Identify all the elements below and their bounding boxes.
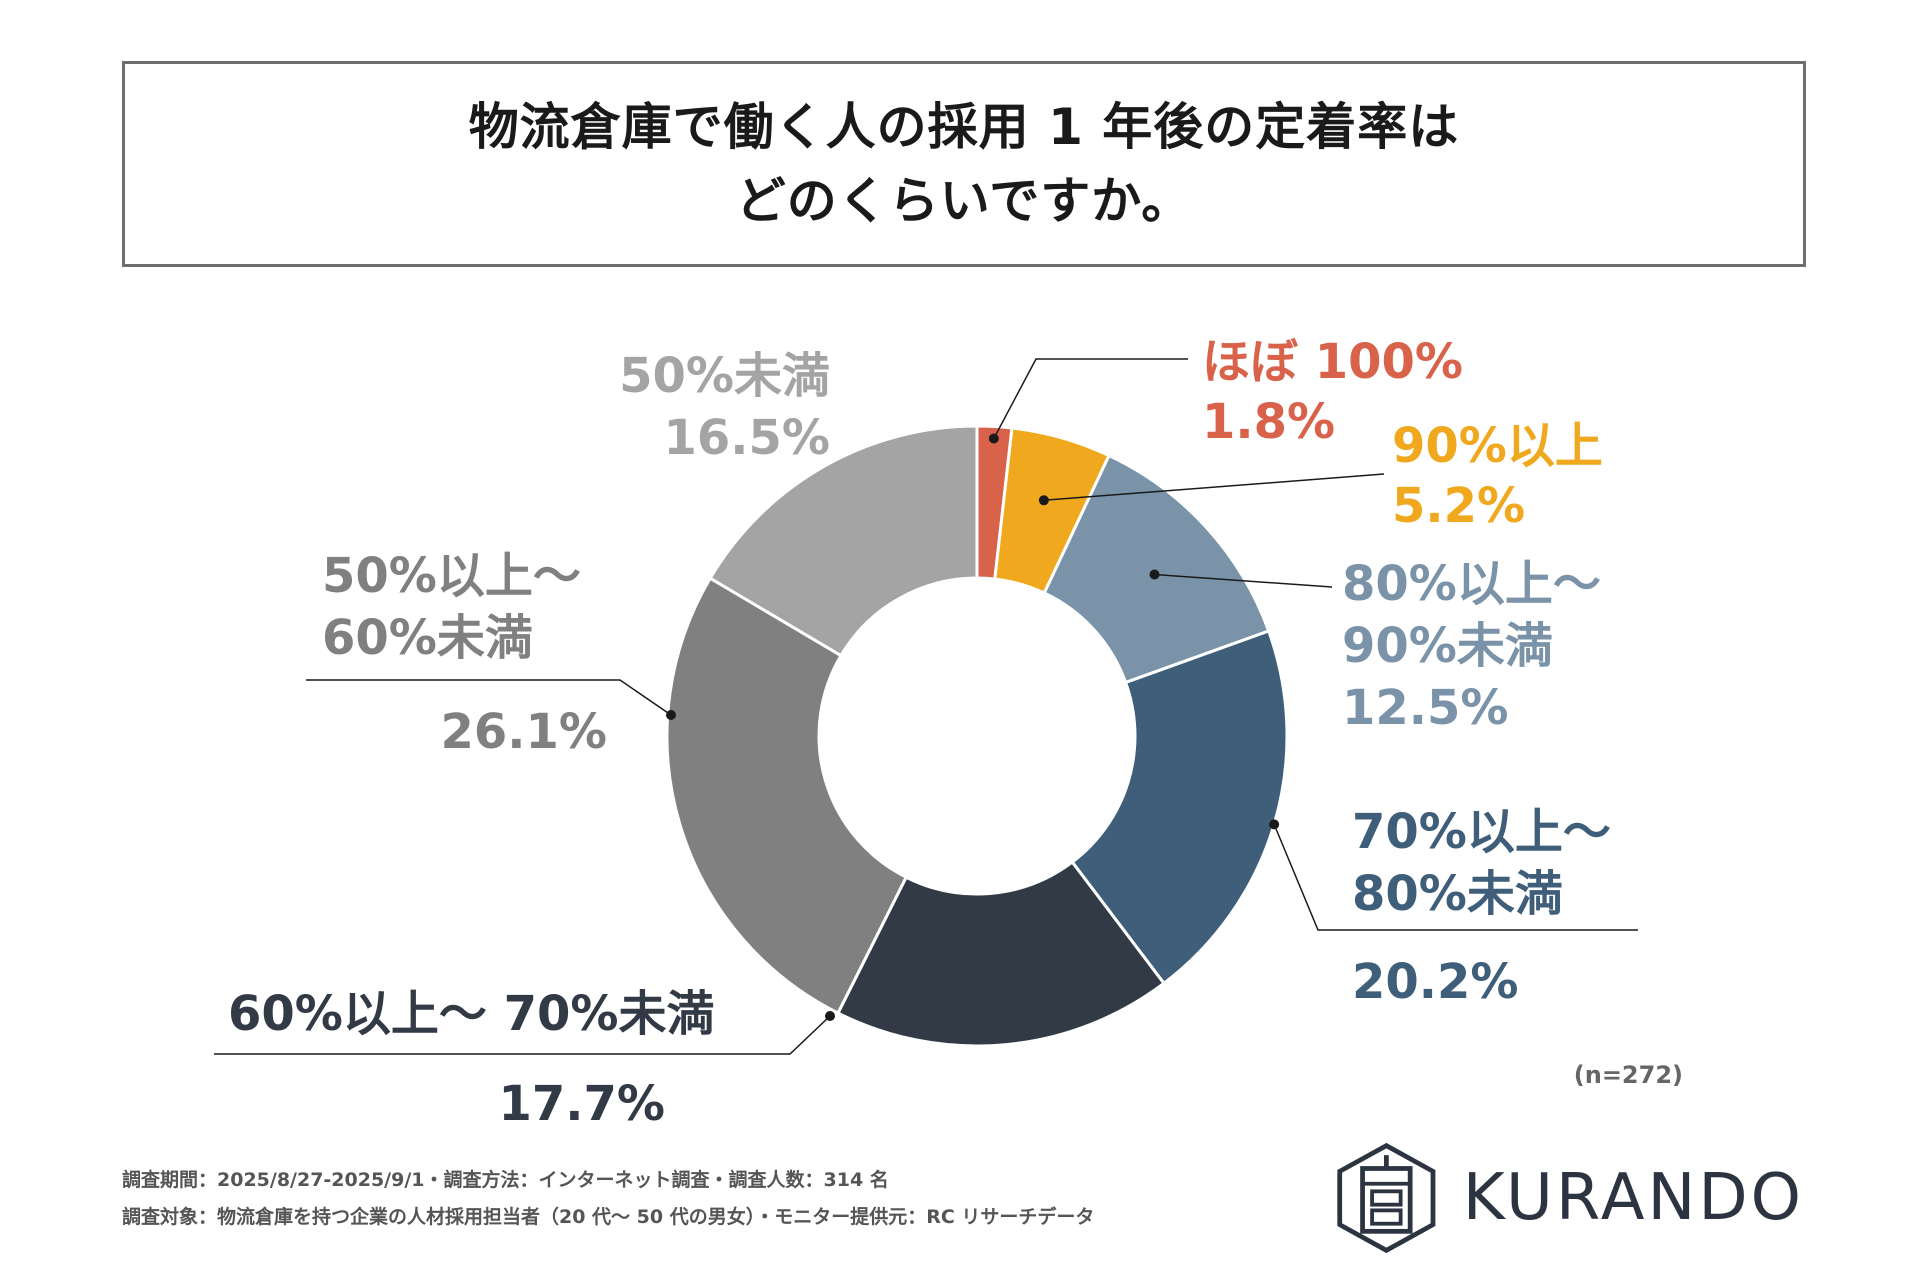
slice-value-2: 5.2%: [1392, 478, 1525, 534]
kurando-hexagon-logo-icon: [1337, 1142, 1436, 1254]
slice-value-7: 16.5%: [663, 410, 830, 466]
slice-label-5: 60%以上～ 70%未満: [228, 986, 715, 1042]
slice-label-1: ほぼ 100%: [1202, 334, 1463, 390]
slice-label-6a: 50%以上～: [322, 548, 581, 604]
slice-label-2: 90%以上: [1392, 418, 1603, 474]
slice-label-4b: 80%未満: [1352, 866, 1563, 922]
leader-line-5: [214, 1015, 831, 1055]
slice-value-5: 17.7%: [498, 1076, 665, 1132]
chart-title-line1: 物流倉庫で働く人の採用 1 年後の定着率は: [468, 98, 1460, 156]
donut-slice-3: [1042, 453, 1271, 685]
slice-label-4a: 70%以上～: [1352, 804, 1611, 860]
slice-label-6b: 60%未満: [322, 610, 533, 666]
donut-slice-4: [1070, 629, 1289, 986]
slice-value-3: 12.5%: [1342, 680, 1509, 736]
donut-slice-6: [665, 576, 909, 1016]
leader-line-2: [1043, 473, 1385, 502]
slice-label-3a: 80%以上～: [1342, 556, 1601, 612]
logo-text: KURANDO: [1462, 1161, 1804, 1235]
slice-value-4: 20.2%: [1352, 954, 1519, 1010]
survey-period-note: 調査期間：2025/8/27-2025/9/1・調査方法：インターネット調査・調…: [122, 1169, 889, 1191]
slice-value-6: 26.1%: [440, 704, 607, 760]
slice-value-1: 1.8%: [1202, 394, 1335, 450]
leader-line-3: [1154, 573, 1333, 588]
title-box: 物流倉庫で働く人の採用 1 年後の定着率は どのくらいですか。: [122, 61, 1806, 267]
kurando-logo: KURANDO: [1334, 1138, 1804, 1258]
leader-line-1: [993, 358, 1188, 439]
survey-target-note: 調査対象：物流倉庫を持つ企業の人材採用担当者（20 代～ 50 代の男女）・モニ…: [122, 1206, 1095, 1228]
donut-slice-5: [835, 859, 1167, 1048]
slice-label-3b: 90%未満: [1342, 618, 1553, 674]
slice-label-7: 50%未満: [619, 348, 830, 404]
leader-line-6: [306, 679, 672, 716]
donut-slice-7: [708, 424, 979, 658]
sample-size-note: (n=272): [1574, 1061, 1683, 1089]
chart-title-line2: どのくらいですか。: [735, 172, 1193, 230]
leader-line-4: [1273, 824, 1638, 931]
